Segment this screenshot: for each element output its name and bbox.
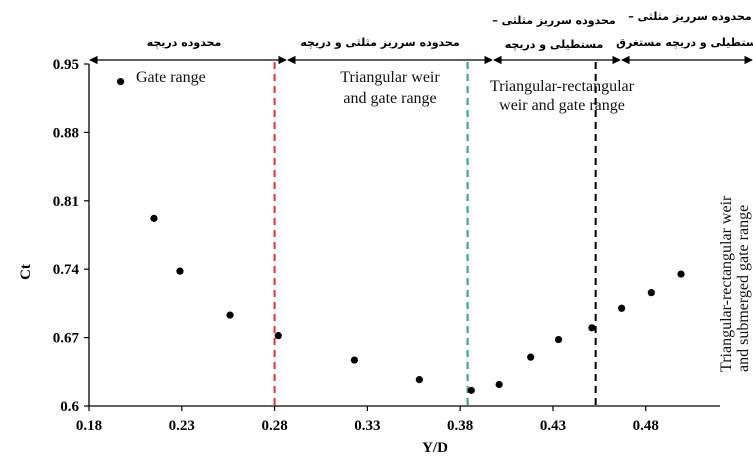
x-tick-label: 0.18 bbox=[76, 418, 102, 434]
x-tick-label: 0.48 bbox=[633, 418, 659, 434]
x-tick-label: 0.23 bbox=[169, 418, 195, 434]
data-point bbox=[647, 289, 655, 297]
region-triangular-label-en-1: Triangular weir bbox=[340, 69, 440, 86]
data-point bbox=[226, 311, 234, 319]
y-tick-label: 0.67 bbox=[53, 331, 80, 347]
data-point bbox=[554, 335, 563, 344]
region-triangular-rectangular-label-en-2: weir and gate range bbox=[499, 97, 625, 114]
region-triangular-label-fa: محدوده سرریز مثلثی و دریچه bbox=[300, 36, 459, 49]
data-points bbox=[116, 77, 685, 394]
region-triangular-rectangular-label-en-1: Triangular-rectangular bbox=[490, 78, 635, 95]
x-tick-label: 0.28 bbox=[261, 418, 287, 434]
data-point bbox=[618, 304, 626, 312]
x-axis-label: Y/D bbox=[422, 440, 448, 456]
y-tick-label: 0.74 bbox=[53, 262, 80, 278]
x-tick-label: 0.33 bbox=[354, 418, 380, 434]
data-point bbox=[274, 332, 282, 340]
region-triangular-rectangular-label-fa-1: محدوده سرریز مثلثی – bbox=[492, 14, 615, 27]
region-submerged-label-fa-1: محدوده سرریز مثلثی – bbox=[628, 10, 751, 23]
data-point bbox=[467, 386, 475, 394]
x-ticks: 0.18 0.23 0.28 0.33 0.38 0.43 0.48 bbox=[76, 406, 659, 434]
y-ticks: 0.95 0.88 0.81 0.74 0.67 0.6 bbox=[53, 57, 89, 415]
region-triangular-label-en-2: and gate range bbox=[343, 90, 436, 107]
data-point bbox=[415, 376, 423, 384]
region-submerged-label-fa-2: مستطیلی و دریچه مستغرق bbox=[616, 36, 753, 49]
y-tick-label: 0.95 bbox=[53, 57, 79, 73]
region-dividers bbox=[273, 62, 597, 406]
data-point bbox=[350, 356, 358, 364]
data-point bbox=[495, 380, 503, 389]
data-point bbox=[176, 267, 184, 275]
y-axis-label: Ct bbox=[18, 264, 34, 280]
data-point bbox=[116, 77, 125, 86]
region-gate-label-fa: محدوده دریچه bbox=[147, 36, 222, 49]
data-point bbox=[150, 214, 158, 222]
y-tick-label: 0.88 bbox=[53, 125, 79, 141]
y-tick-label: 0.81 bbox=[53, 194, 79, 210]
x-tick-label: 0.43 bbox=[540, 418, 566, 434]
region-submerged-label-en-2: and submerged gate range bbox=[735, 205, 752, 372]
y-tick-label: 0.6 bbox=[60, 399, 79, 415]
region-submerged-label-en-1: Triangular-rectangular weir bbox=[718, 195, 735, 372]
region-gate-label-en: Gate range bbox=[136, 69, 206, 86]
data-point bbox=[588, 324, 596, 332]
data-point bbox=[677, 270, 685, 278]
data-point bbox=[527, 353, 535, 361]
x-tick-label: 0.38 bbox=[447, 418, 473, 434]
region-triangular-rectangular-label-fa-2: مستطیلی و دریچه bbox=[505, 38, 604, 51]
